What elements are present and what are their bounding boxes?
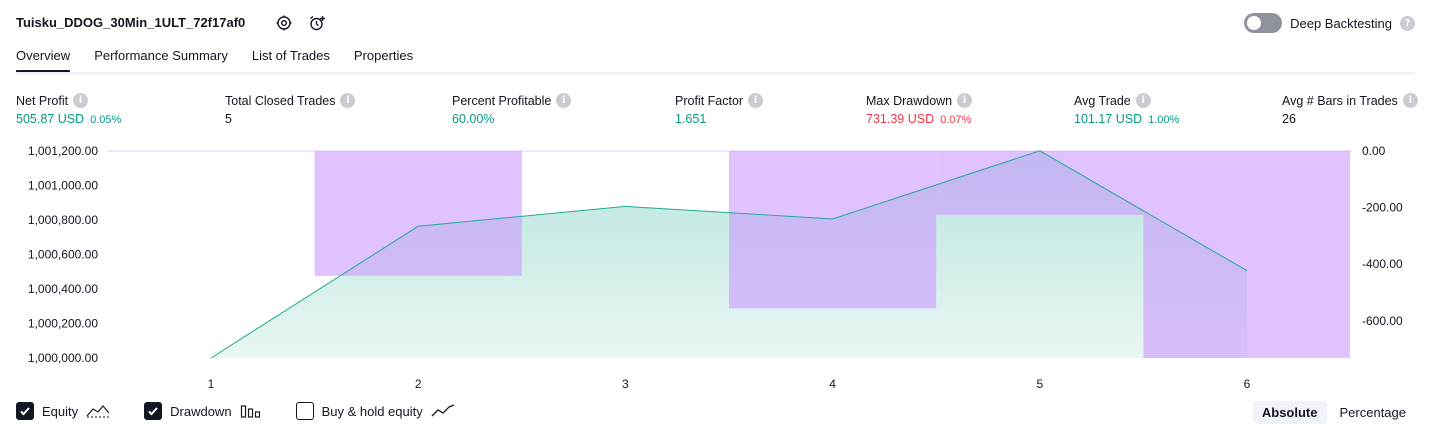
- x-axis-tick-label: 5: [1036, 377, 1043, 391]
- left-axis-tick-label: 1,000,400.00: [28, 282, 98, 296]
- drawdown-bar: [936, 151, 1144, 215]
- chart-legend: Equity Drawdown Buy & hold equity: [16, 402, 455, 420]
- stat-value: 101.17 USD: [1074, 112, 1143, 126]
- equity-line-icon: [86, 405, 110, 418]
- legend-label: Equity: [42, 403, 79, 419]
- info-icon[interactable]: i: [340, 93, 356, 108]
- x-axis-tick-label: 4: [829, 377, 836, 391]
- stat-percent: 0.05%: [90, 114, 122, 126]
- stat-percent: 1.00%: [1148, 114, 1180, 126]
- legend-label: Drawdown: [170, 403, 232, 419]
- right-axis-tick-label: 0.00: [1362, 144, 1386, 158]
- info-icon[interactable]: i: [556, 93, 572, 108]
- legend-equity[interactable]: Equity: [16, 402, 110, 420]
- equity-line: [210, 150, 1248, 359]
- info-icon[interactable]: i: [1135, 93, 1151, 108]
- tab-divider: [16, 72, 1415, 75]
- stat-avg-trade: Avg Trade i 101.17 USD 1.00%: [1074, 93, 1179, 126]
- gear-icon[interactable]: [274, 13, 294, 33]
- right-axis-tick-label: -600.00: [1362, 314, 1403, 328]
- x-axis-tick-label: 6: [1244, 377, 1251, 391]
- stat-value: 505.87 USD: [16, 112, 85, 126]
- info-icon[interactable]: i: [957, 93, 973, 108]
- stat-label: Max Drawdown: [866, 93, 953, 108]
- help-icon[interactable]: ?: [1400, 15, 1415, 31]
- stat-value: 60.00%: [452, 112, 495, 126]
- view-mode-toggle: Absolute Percentage: [1252, 401, 1415, 424]
- left-axis-tick-label: 1,000,800.00: [28, 213, 98, 227]
- toggle-knob: [1247, 16, 1262, 30]
- drawdown-checkbox[interactable]: [144, 402, 163, 420]
- stat-max-drawdown: Max Drawdown i 731.39 USD 0.07%: [866, 93, 973, 126]
- deep-backtesting-control: Deep Backtesting ?: [1244, 13, 1415, 33]
- stat-label: Net Profit: [16, 93, 69, 108]
- stat-avg-bars-in-trades: Avg # Bars in Trades i 26: [1282, 93, 1418, 126]
- stat-percent: 0.07%: [940, 114, 972, 126]
- stat-percent-profitable: Percent Profitable i 60.00%: [452, 93, 572, 126]
- left-axis-tick-label: 1,001,200.00: [28, 144, 98, 158]
- left-axis-tick-label: 1,001,000.00: [28, 179, 98, 193]
- tab-list-of-trades[interactable]: List of Trades: [251, 48, 330, 63]
- stat-label: Percent Profitable: [452, 93, 552, 108]
- percentage-button[interactable]: Percentage: [1339, 405, 1407, 420]
- alarm-clock-plus-icon[interactable]: [307, 13, 327, 33]
- drawdown-bars-icon: [240, 405, 260, 418]
- right-axis-tick-label: -200.00: [1362, 201, 1403, 215]
- stat-label: Avg Trade: [1074, 93, 1131, 108]
- info-icon[interactable]: i: [748, 93, 764, 108]
- x-axis-tick-label: 1: [208, 377, 215, 391]
- stat-label: Total Closed Trades: [225, 93, 336, 108]
- stat-value: 1.651: [675, 112, 707, 126]
- equity-checkbox[interactable]: [16, 402, 34, 420]
- x-axis-tick-label: 3: [622, 377, 629, 391]
- deep-backtesting-toggle[interactable]: [1244, 13, 1283, 33]
- legend-buy-hold[interactable]: Buy & hold equity: [295, 402, 455, 420]
- tab-bar: Overview Performance Summary List of Tra…: [16, 48, 414, 73]
- drawdown-bar: [314, 151, 522, 276]
- equity-drawdown-chart: 1,001,200.00 1,001,000.00 1,000,800.00 1,00…: [28, 144, 1403, 391]
- legend-drawdown[interactable]: Drawdown: [144, 402, 261, 420]
- stat-profit-factor: Profit Factor i 1.651: [675, 93, 764, 126]
- stat-value: 5: [225, 112, 232, 126]
- left-axis-tick-label: 1,000,600.00: [28, 248, 98, 262]
- stat-total-closed-trades: Total Closed Trades i 5: [225, 93, 356, 126]
- buy-hold-line-icon: [431, 404, 454, 417]
- stat-value: 26: [1282, 112, 1296, 126]
- tab-properties[interactable]: Properties: [353, 48, 414, 63]
- info-icon[interactable]: i: [73, 93, 89, 108]
- stat-net-profit: Net Profit i 505.87 USD 0.05%: [16, 93, 121, 126]
- stat-value: 731.39 USD: [866, 112, 935, 126]
- strategy-title: Tuisku_DDOG_30Min_1ULT_72f17af0: [16, 15, 246, 30]
- absolute-button[interactable]: Absolute: [1252, 401, 1327, 424]
- x-axis-tick-label: 2: [415, 377, 422, 391]
- deep-backtesting-label: Deep Backtesting: [1290, 15, 1392, 31]
- stat-label: Avg # Bars in Trades: [1282, 93, 1398, 108]
- buy-hold-checkbox[interactable]: [295, 402, 314, 420]
- drawdown-bar: [1143, 151, 1350, 358]
- drawdown-bar: [729, 151, 937, 309]
- tab-overview[interactable]: Overview: [16, 48, 71, 73]
- stat-label: Profit Factor: [675, 93, 744, 108]
- info-icon[interactable]: i: [1402, 93, 1418, 108]
- left-axis-tick-label: 1,000,000.00: [28, 351, 98, 365]
- legend-label: Buy & hold equity: [321, 403, 423, 419]
- right-axis-tick-label: -400.00: [1362, 257, 1403, 271]
- left-axis-tick-label: 1,000,200.00: [28, 317, 98, 331]
- tab-performance-summary[interactable]: Performance Summary: [94, 48, 228, 63]
